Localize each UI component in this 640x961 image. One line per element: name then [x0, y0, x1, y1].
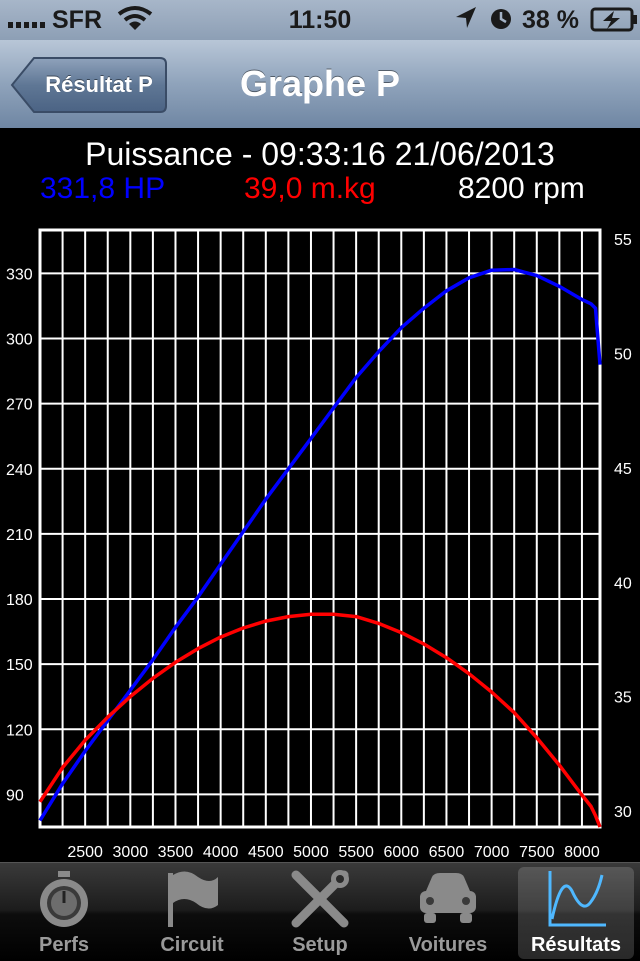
chart-header: Puissance - 09:33:16 21/06/2013 331,8 HP…	[0, 128, 640, 210]
car-icon	[420, 873, 476, 923]
location-arrow-icon	[456, 7, 476, 28]
y-left-tick-label: 180	[6, 592, 33, 609]
y-right-tick-label: 30	[614, 804, 632, 821]
tab-voitures[interactable]: Voitures	[384, 863, 512, 961]
selected-tab-highlight	[518, 867, 634, 959]
torque-curve	[38, 612, 602, 828]
tab-resultats[interactable]: Résultats	[512, 863, 640, 961]
y-right-tick-label: 55	[614, 232, 632, 249]
chart-title: Puissance - 09:33:16 21/06/2013	[85, 136, 555, 172]
x-tick-label: 6500	[429, 844, 465, 861]
x-tick-label: 2500	[67, 844, 103, 861]
x-tick-label: 4500	[248, 844, 284, 861]
back-button[interactable]: Résultat P	[10, 56, 168, 114]
x-tick-label: 3000	[113, 844, 149, 861]
y-left-tick-label: 330	[6, 266, 33, 283]
tab-perfs[interactable]: Perfs	[0, 863, 128, 961]
tab-setup-label: Setup	[292, 934, 348, 956]
x-tick-label: 8000	[564, 844, 600, 861]
navigation-bar: Résultat P Graphe P	[0, 40, 640, 129]
x-tick-label: 7500	[519, 844, 555, 861]
y-left-tick-label: 210	[6, 527, 33, 544]
tab-bar: Perfs Circuit Setup Voitures	[0, 862, 640, 961]
carrier-label: SFR	[52, 6, 102, 34]
page-title: Graphe P	[239, 63, 401, 104]
y-right-tick-label: 45	[614, 461, 632, 478]
tab-perfs-label: Perfs	[38, 934, 90, 956]
x-tick-label: 5500	[338, 844, 374, 861]
tab-resultats-label: Résultats	[530, 934, 622, 956]
y-left-tick-label: 90	[6, 787, 24, 804]
tab-circuit[interactable]: Circuit	[128, 863, 256, 961]
back-button-label: Résultat P	[45, 72, 153, 97]
y-right-tick-label: 40	[614, 575, 632, 592]
y-left-tick-label: 240	[6, 462, 33, 479]
clock-label: 11:50	[288, 6, 352, 34]
back-button-shape	[10, 57, 167, 113]
flag-icon	[168, 871, 218, 927]
stopwatch-icon	[40, 871, 88, 927]
battery-percent: 38 %	[522, 6, 579, 34]
y-left-tick-label: 120	[6, 722, 33, 739]
rpm-readout: 8200 rpm	[458, 172, 585, 205]
y-left-tick-label: 300	[6, 332, 33, 349]
x-tick-label: 4000	[203, 844, 239, 861]
battery-charging-icon	[590, 7, 637, 32]
status-bar: SFR 11:50 38 %	[0, 0, 640, 40]
x-tick-label: 6000	[383, 844, 419, 861]
y-right-tick-label: 35	[614, 690, 632, 707]
tools-icon	[291, 870, 349, 928]
y-right-tick-label: 50	[614, 347, 632, 364]
tab-setup[interactable]: Setup	[256, 863, 384, 961]
tab-voitures-label: Voitures	[408, 934, 488, 956]
plot-frame	[38, 228, 602, 829]
x-tick-label: 5000	[293, 844, 329, 861]
x-tick-label: 3500	[158, 844, 194, 861]
graph-icon	[548, 871, 606, 927]
power-curve	[38, 267, 602, 822]
x-tick-label: 7000	[474, 844, 510, 861]
y-left-tick-label: 270	[6, 397, 33, 414]
y-left-tick-label: 150	[6, 657, 33, 674]
power-torque-chart: 2500 3000 3500 4000 4500 5000 5500 6000 6500 7000…	[6, 228, 632, 861]
signal-bars-icon	[8, 22, 45, 28]
tab-circuit-label: Circuit	[160, 934, 224, 956]
power-readout: 331,8 HP	[40, 172, 166, 205]
alarm-clock-icon	[491, 9, 511, 29]
wifi-icon	[117, 6, 153, 30]
torque-readout: 39,0 m.kg	[244, 172, 376, 205]
